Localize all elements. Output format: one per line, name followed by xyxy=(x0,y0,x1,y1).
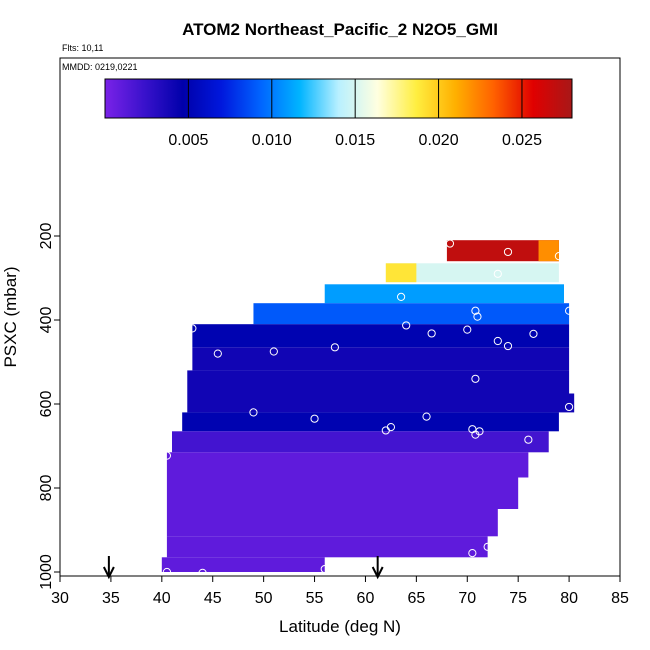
colorbar-tick-label-2: 0.015 xyxy=(335,132,375,149)
flights-label: Flts: 10,11 xyxy=(62,43,103,53)
heatmap-cell-5 xyxy=(253,303,570,325)
colorbar-tick-label-3: 0.020 xyxy=(419,132,459,149)
heatmap-cell-4 xyxy=(324,284,564,304)
heatmap-cell-10 xyxy=(182,412,559,432)
observation-points xyxy=(162,239,574,577)
observation-point-31 xyxy=(468,549,477,558)
colorbar-gradient xyxy=(104,78,573,119)
y-tick-label-1: 400 xyxy=(38,307,55,334)
heatmap-cell-8 xyxy=(187,370,570,394)
heatmap-cell-9 xyxy=(187,393,575,413)
date-label: MMDD: 0219,0221 xyxy=(62,62,138,72)
observation-point-5 xyxy=(471,306,480,315)
observation-point-27 xyxy=(471,430,480,439)
observation-point-2 xyxy=(554,252,564,261)
observation-point-6 xyxy=(564,306,574,315)
heatmap-cells xyxy=(161,240,575,572)
x-tick-label-0: 30 xyxy=(51,590,69,607)
x-tick-label-8: 70 xyxy=(458,590,476,607)
observation-point-0 xyxy=(445,239,455,248)
observation-point-20 xyxy=(249,408,258,417)
plot-frame xyxy=(59,57,621,577)
observation-point-17 xyxy=(269,347,278,356)
observation-point-30 xyxy=(483,542,492,551)
chart-title: ATOM2 Northeast_Pacific_2 N2O5_GMI xyxy=(182,20,498,39)
heatmap-cell-12 xyxy=(166,452,529,478)
observation-point-10 xyxy=(463,325,472,334)
observation-point-34 xyxy=(320,564,329,574)
observation-point-13 xyxy=(493,336,502,346)
heatmap-cell-2 xyxy=(385,263,559,283)
y-axis: 200 400 600 800 1000 xyxy=(38,223,60,590)
observation-point-1 xyxy=(503,247,513,257)
observation-point-18 xyxy=(471,374,480,383)
x-tick-label-5: 55 xyxy=(306,590,324,607)
observation-point-28 xyxy=(524,435,533,444)
observation-point-14 xyxy=(503,341,513,351)
colorbar-tick-label-4: 0.025 xyxy=(502,132,542,149)
x-axis: 30 35 40 45 50 55 60 65 70 75 80 85 xyxy=(51,576,629,607)
x-tick-label-6: 60 xyxy=(357,590,375,607)
observation-point-3 xyxy=(493,269,502,278)
heatmap-cell-14 xyxy=(166,509,498,537)
flight-arrow-0 xyxy=(102,556,115,580)
x-tick-label-11: 85 xyxy=(611,590,629,607)
y-tick-label-0: 200 xyxy=(38,223,55,250)
observation-point-16 xyxy=(213,349,222,358)
y-tick-label-3: 800 xyxy=(38,475,55,502)
observation-point-24 xyxy=(381,426,390,435)
x-tick-label-4: 50 xyxy=(255,590,273,607)
heatmap-cell-7 xyxy=(192,347,570,371)
heatmap-cell-16 xyxy=(161,557,325,572)
heatmap-cell-11 xyxy=(172,431,549,453)
observation-point-12 xyxy=(529,329,538,338)
heatmap-cell-3 xyxy=(385,263,417,283)
observation-point-11 xyxy=(427,329,436,338)
observation-point-4 xyxy=(396,292,406,301)
observation-point-29 xyxy=(162,451,172,460)
heatmap-cell-13 xyxy=(166,477,519,509)
x-tick-label-10: 80 xyxy=(560,590,578,607)
x-axis-label: Latitude (deg N) xyxy=(279,617,401,636)
observation-point-15 xyxy=(330,343,340,352)
heatmap-cell-15 xyxy=(166,536,488,558)
observation-point-19 xyxy=(564,402,574,412)
flight-arrow-1 xyxy=(371,556,384,580)
flight-arrows xyxy=(102,556,384,580)
colorbar-tick-label-1: 0.010 xyxy=(252,132,292,149)
heatmap-cell-1 xyxy=(538,240,559,262)
heatmap-cell-0 xyxy=(446,240,559,262)
observation-point-8 xyxy=(188,324,197,333)
colorbar: 0.005 0.010 0.015 0.020 0.025 xyxy=(104,78,573,149)
colorbar-tick-label-0: 0.005 xyxy=(168,132,208,149)
y-tick-label-2: 600 xyxy=(38,391,55,418)
observation-point-22 xyxy=(422,412,431,421)
x-tick-label-2: 40 xyxy=(153,590,171,607)
observation-point-7 xyxy=(473,312,482,321)
x-tick-label-1: 35 xyxy=(102,590,120,607)
y-axis-label: PSXC (mbar) xyxy=(1,266,20,367)
heatmap-cell-6 xyxy=(192,324,570,348)
y-tick-label-4: 1000 xyxy=(38,554,55,590)
x-tick-label-3: 45 xyxy=(204,590,222,607)
observation-point-9 xyxy=(402,321,411,330)
observation-point-21 xyxy=(310,414,319,423)
x-tick-label-7: 65 xyxy=(407,590,425,607)
x-tick-label-9: 75 xyxy=(509,590,527,607)
